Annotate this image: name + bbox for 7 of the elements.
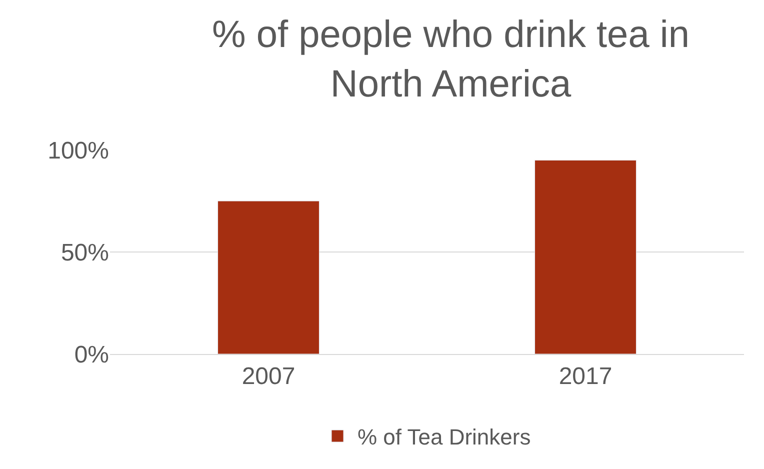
chart-title: % of people who drink tea in North America: [212, 14, 690, 106]
y-tick-label: 0%: [74, 341, 109, 368]
legend-label: % of Tea Drinkers: [358, 424, 531, 450]
y-tick-label: 50%: [60, 239, 109, 266]
x-tick-label: 2017: [558, 362, 612, 390]
y-tick-label: 100%: [48, 137, 109, 164]
x-tick-label: 2007: [242, 362, 296, 390]
